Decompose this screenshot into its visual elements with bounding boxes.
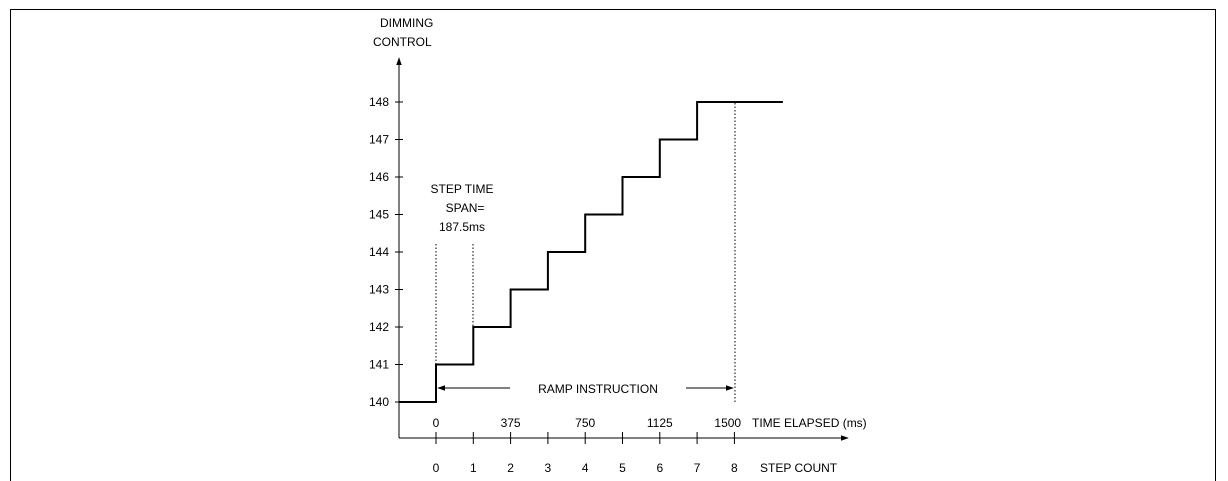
y-tick-label: 143 (369, 283, 389, 297)
y-tick-label: 146 (369, 170, 389, 184)
y-ticks: 140 141 142 143 144 145 146 147 148 (369, 95, 403, 409)
step-tick-label: 4 (582, 461, 589, 475)
step-tick-label: 5 (619, 461, 626, 475)
step-ticks: 0 1 2 3 4 5 6 7 8 (433, 432, 738, 475)
step-tick-label: 8 (731, 461, 738, 475)
step-tick-label: 1 (470, 461, 477, 475)
time-tick-label: 750 (575, 416, 595, 430)
step-tick-label: 3 (545, 461, 552, 475)
time-ticks: 0 375 750 1125 1500 (433, 416, 742, 430)
step-time-label-line3: 187.5ms (439, 220, 485, 234)
y-tick-label: 144 (369, 245, 389, 259)
step-axis-label: STEP COUNT (760, 461, 838, 475)
dimming-step-series (398, 101, 783, 403)
y-axis-label-line1: DIMMING (380, 16, 433, 30)
ramp-instruction-label: RAMP INSTRUCTION (538, 382, 658, 396)
time-tick-label: 375 (501, 416, 521, 430)
y-tick-label: 145 (369, 208, 389, 222)
y-tick-label: 141 (369, 358, 389, 372)
time-tick-label: 0 (433, 416, 440, 430)
y-tick-label: 142 (369, 320, 389, 334)
y-tick-label: 148 (369, 95, 389, 109)
step-tick-label: 7 (694, 461, 701, 475)
step-time-label-line1: STEP TIME (431, 182, 494, 196)
y-tick-label: 140 (369, 395, 389, 409)
time-axis-label: TIME ELAPSED (ms) (752, 416, 867, 430)
step-time-label-line2: SPAN= (446, 201, 485, 215)
time-tick-label: 1125 (647, 416, 673, 430)
step-tick-label: 2 (507, 461, 514, 475)
step-tick-label: 6 (656, 461, 663, 475)
y-axis-label-line2: CONTROL (373, 35, 432, 49)
diagram-frame (10, 9, 1216, 481)
step-tick-label: 0 (433, 461, 440, 475)
y-tick-label: 147 (369, 133, 389, 147)
time-tick-label: 1500 (714, 416, 741, 430)
